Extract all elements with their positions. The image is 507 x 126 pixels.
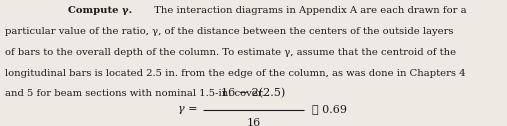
Text: particular value of the ratio, γ, of the distance between the centers of the out: particular value of the ratio, γ, of the… [5,27,454,36]
Text: γ =: γ = [178,104,198,114]
Text: and 5 for beam sections with nominal 1.5-in. cover.: and 5 for beam sections with nominal 1.5… [5,89,265,98]
Text: The interaction diagrams in Appendix A are each drawn for a: The interaction diagrams in Appendix A a… [151,6,467,15]
Text: of bars to the overall depth of the column. To estimate γ, assume that the centr: of bars to the overall depth of the colu… [5,48,456,57]
Text: Compute γ.: Compute γ. [68,6,132,15]
Text: longitudinal bars is located 2.5 in. from the edge of the column, as was done in: longitudinal bars is located 2.5 in. fro… [5,69,466,78]
Text: ≅ 0.69: ≅ 0.69 [312,104,347,114]
Text: 16 − 2(2.5): 16 − 2(2.5) [222,88,285,98]
Text: 16: 16 [246,118,261,126]
